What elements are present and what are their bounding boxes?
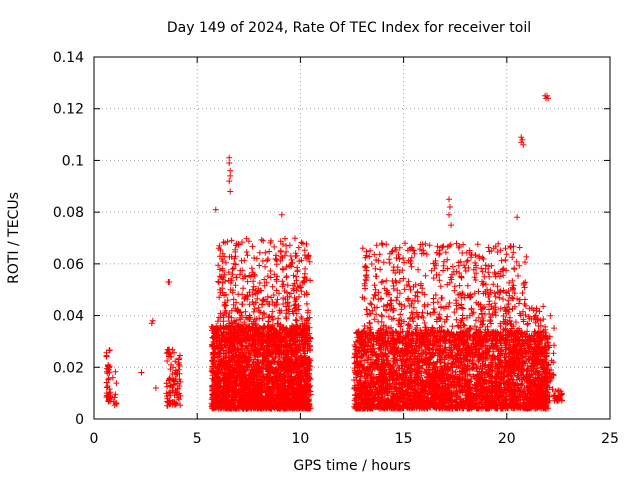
- x-tick-label: 15: [395, 431, 413, 447]
- axis-ticks: [93, 56, 611, 420]
- y-tick-label: 0.14: [53, 50, 84, 66]
- y-tick-label: 0: [75, 412, 84, 428]
- grid-lines: [94, 57, 610, 419]
- x-tick-labels: 0 5 10 15 20 25: [90, 431, 619, 447]
- chart-title: Day 149 of 2024, Rate Of TEC Index for r…: [167, 20, 531, 36]
- y-tick-labels: 0 0.02 0.04 0.06 0.08 0.1 0.12 0.14: [53, 50, 84, 428]
- y-tick-label: 0.12: [53, 102, 84, 118]
- plot-frame: [93, 56, 611, 420]
- x-tick-label: 0: [90, 431, 99, 447]
- x-tick-label: 20: [498, 431, 516, 447]
- y-tick-label: 0.08: [53, 205, 84, 221]
- roti-markers: [103, 92, 565, 412]
- x-tick-label: 10: [291, 431, 309, 447]
- x-tick-label: 5: [193, 431, 202, 447]
- x-tick-label: 25: [601, 431, 619, 447]
- y-tick-label: 0.04: [53, 309, 84, 325]
- x-axis-label: GPS time / hours: [293, 458, 410, 474]
- y-tick-label: 0.1: [62, 153, 84, 169]
- data-points: [103, 92, 565, 412]
- y-tick-label: 0.02: [53, 360, 84, 376]
- y-axis-label: ROTI / TECUs: [6, 192, 22, 284]
- y-tick-label: 0.06: [53, 257, 84, 273]
